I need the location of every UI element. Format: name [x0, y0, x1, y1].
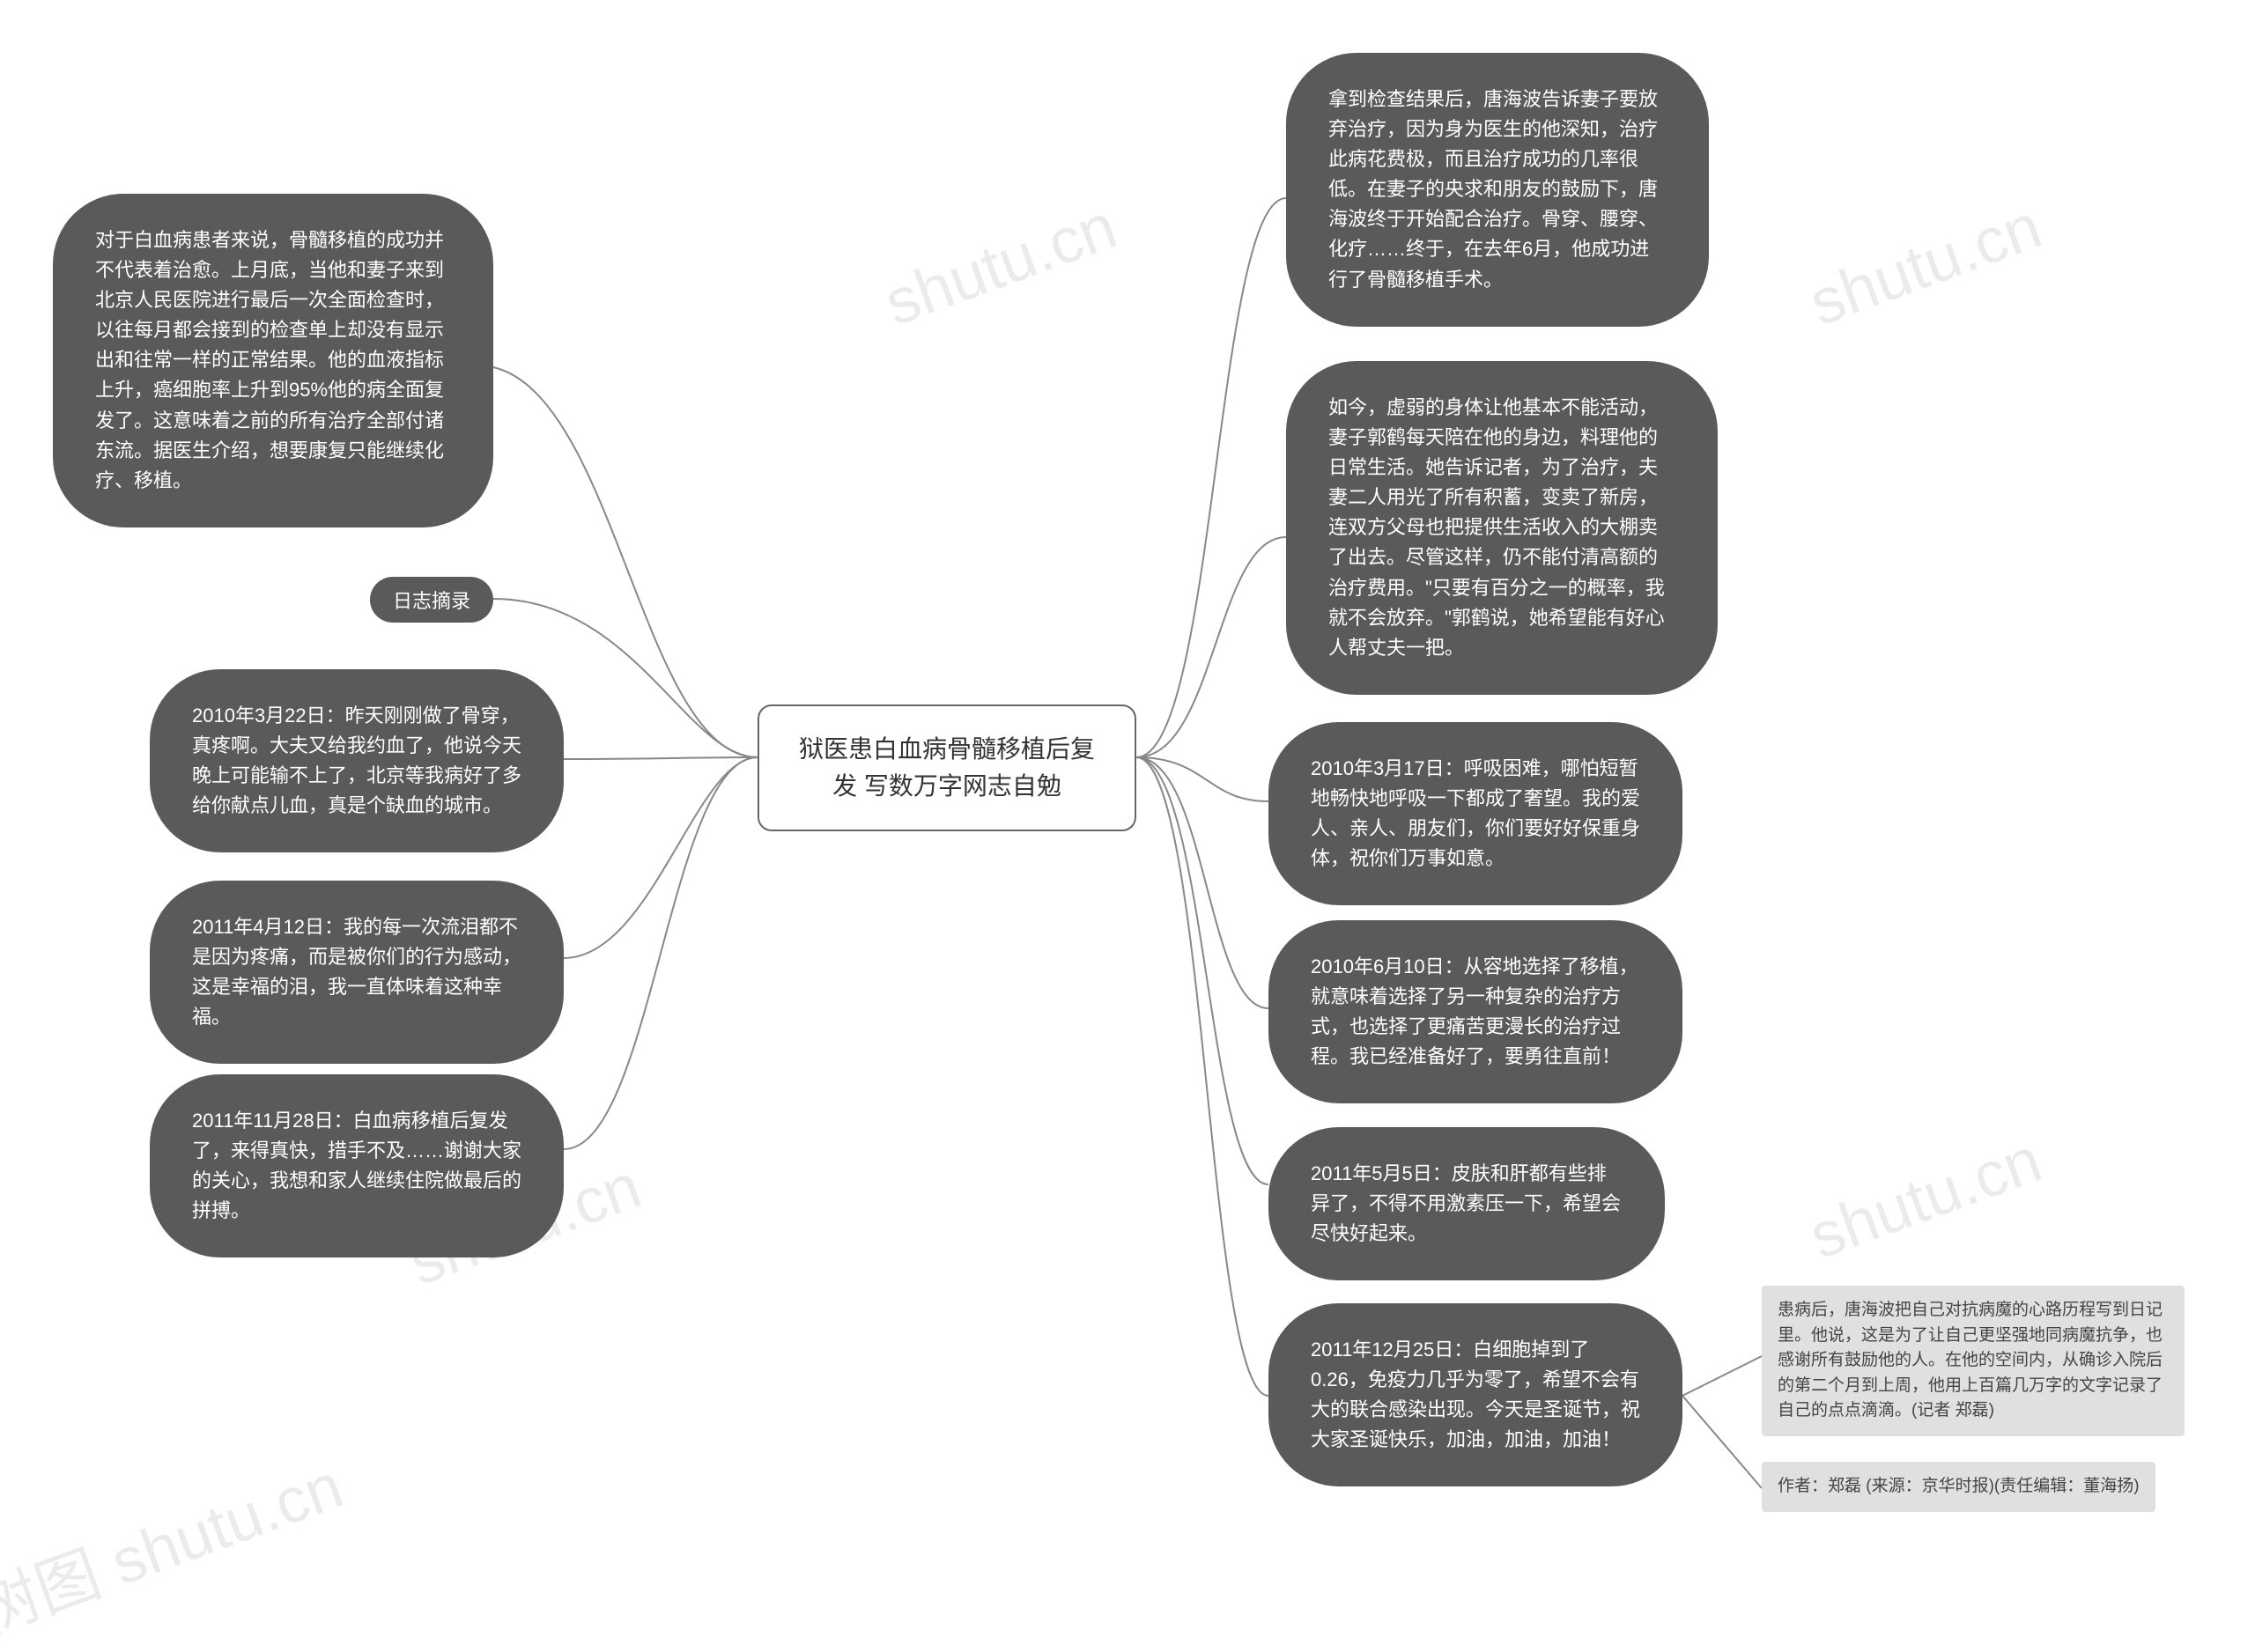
watermark: 树图 shutu.cn — [0, 1434, 353, 1652]
connector-6 — [1136, 537, 1286, 757]
connector-9 — [1136, 757, 1268, 1184]
left-node-l1: 对于白血病患者来说，骨髓移植的成功并不代表着治愈。上月底，当他和妻子来到北京人民… — [53, 194, 493, 527]
connector-2 — [564, 757, 758, 759]
right-node-r6: 2011年12月25日：白细胞掉到了0.26，免疫力几乎为零了，希望不会有大的联… — [1268, 1303, 1682, 1486]
connector-12 — [1682, 1396, 1762, 1488]
watermark: shutu.cn — [1800, 190, 2051, 340]
left-node-l5: 2011年11月28日：白血病移植后复发了，来得真快，措手不及……谢谢大家的关心… — [150, 1074, 564, 1257]
right-node-r1: 拿到检查结果后，唐海波告诉妻子要放弃治疗，因为身为医生的他深知，治疗此病花费极，… — [1286, 53, 1709, 327]
left-node-l3: 2010年3月22日：昨天刚刚做了骨穿，真疼啊。大夫又给我约血了，他说今天晚上可… — [150, 669, 564, 852]
right-node-r4: 2010年6月10日：从容地选择了移植，就意味着选择了另一种复杂的治疗方式，也选… — [1268, 920, 1682, 1103]
connector-7 — [1136, 757, 1268, 801]
note-n2: 作者：郑磊 (来源：京华时报)(责任编辑：董海扬) — [1762, 1462, 2155, 1512]
connector-11 — [1682, 1356, 1762, 1396]
right-node-r3: 2010年3月17日：呼吸困难，哪怕短暂地畅快地呼吸一下都成了奢望。我的爱人、亲… — [1268, 722, 1682, 905]
right-node-r5: 2011年5月5日：皮肤和肝都有些排异了，不得不用激素压一下，希望会尽快好起来。 — [1268, 1127, 1665, 1280]
right-node-r2: 如今，虚弱的身体让他基本不能活动，妻子郭鹤每天陪在他的身边，料理他的日常生活。她… — [1286, 361, 1718, 695]
left-node-l2_small: 日志摘录 — [370, 577, 493, 623]
connector-8 — [1136, 757, 1268, 1008]
connector-5 — [1136, 198, 1286, 757]
connector-3 — [564, 757, 758, 958]
connector-10 — [1136, 757, 1268, 1396]
watermark: shutu.cn — [876, 190, 1126, 340]
connector-4 — [564, 757, 758, 1149]
left-node-l4: 2011年4月12日：我的每一次流泪都不是因为疼痛，而是被你们的行为感动，这是幸… — [150, 881, 564, 1064]
center-node: 狱医患白血病骨髓移植后复发 写数万字网志自勉 — [758, 704, 1136, 831]
note-n1: 患病后，唐海波把自己对抗病魔的心路历程写到日记里。他说，这是为了让自己更坚强地同… — [1762, 1286, 2185, 1436]
watermark: shutu.cn — [1800, 1124, 2051, 1273]
center-text: 狱医患白血病骨髓移植后复发 写数万字网志自勉 — [799, 735, 1095, 800]
